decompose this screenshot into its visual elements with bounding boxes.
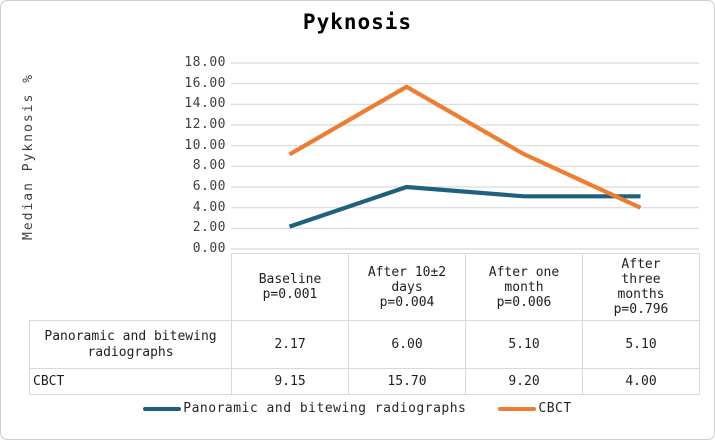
legend-swatch <box>143 406 182 411</box>
category-header-cell: After 10±2 days p=0.004 <box>348 253 466 321</box>
data-table: Baseline p=0.001 After 10±2 days p=0.004 Afte… <box>29 253 700 395</box>
legend: Panoramic and bitewing radiographs CBCT <box>1 401 714 416</box>
table-row-cbct: CBCT 9.15 15.70 9.20 4.00 <box>29 368 700 395</box>
legend-label: CBCT <box>538 401 572 416</box>
legend-label: Panoramic and bitewing radiographs <box>183 401 467 416</box>
legend-item-panoramic: Panoramic and bitewing radiographs <box>143 401 466 416</box>
row-label: Panoramic and bitewing radiographs <box>29 320 232 369</box>
value-cell: 5.10 <box>582 320 700 369</box>
category-header-cell: After one month p=0.006 <box>465 253 583 321</box>
value-cell: 4.00 <box>582 368 700 395</box>
table-row-panoramic: Panoramic and bitewing radiographs 2.17 6.… <box>29 320 700 369</box>
series-line-cbct <box>288 84 642 210</box>
category-header-cell: After three months p=0.796 <box>582 253 700 321</box>
value-cell: 9.20 <box>465 368 583 395</box>
category-header-cell: Baseline p=0.001 <box>231 253 349 321</box>
legend-item-cbct: CBCT <box>498 401 571 416</box>
value-cell: 5.10 <box>465 320 583 369</box>
legend-swatch <box>498 406 537 411</box>
table-header-row: Baseline p=0.001 After 10±2 days p=0.004 Afte… <box>30 253 700 321</box>
value-cell: 15.70 <box>348 368 466 395</box>
row-label: CBCT <box>29 368 232 395</box>
chart-title: Pyknosis <box>302 10 413 34</box>
value-cell: 2.17 <box>231 320 349 369</box>
y-axis-title: Median Pyknosis % <box>21 72 36 240</box>
table-corner-blank <box>30 254 232 321</box>
series-line-panoramic <box>288 184 641 229</box>
value-cell: 9.15 <box>231 368 349 395</box>
value-cell: 6.00 <box>348 320 466 369</box>
